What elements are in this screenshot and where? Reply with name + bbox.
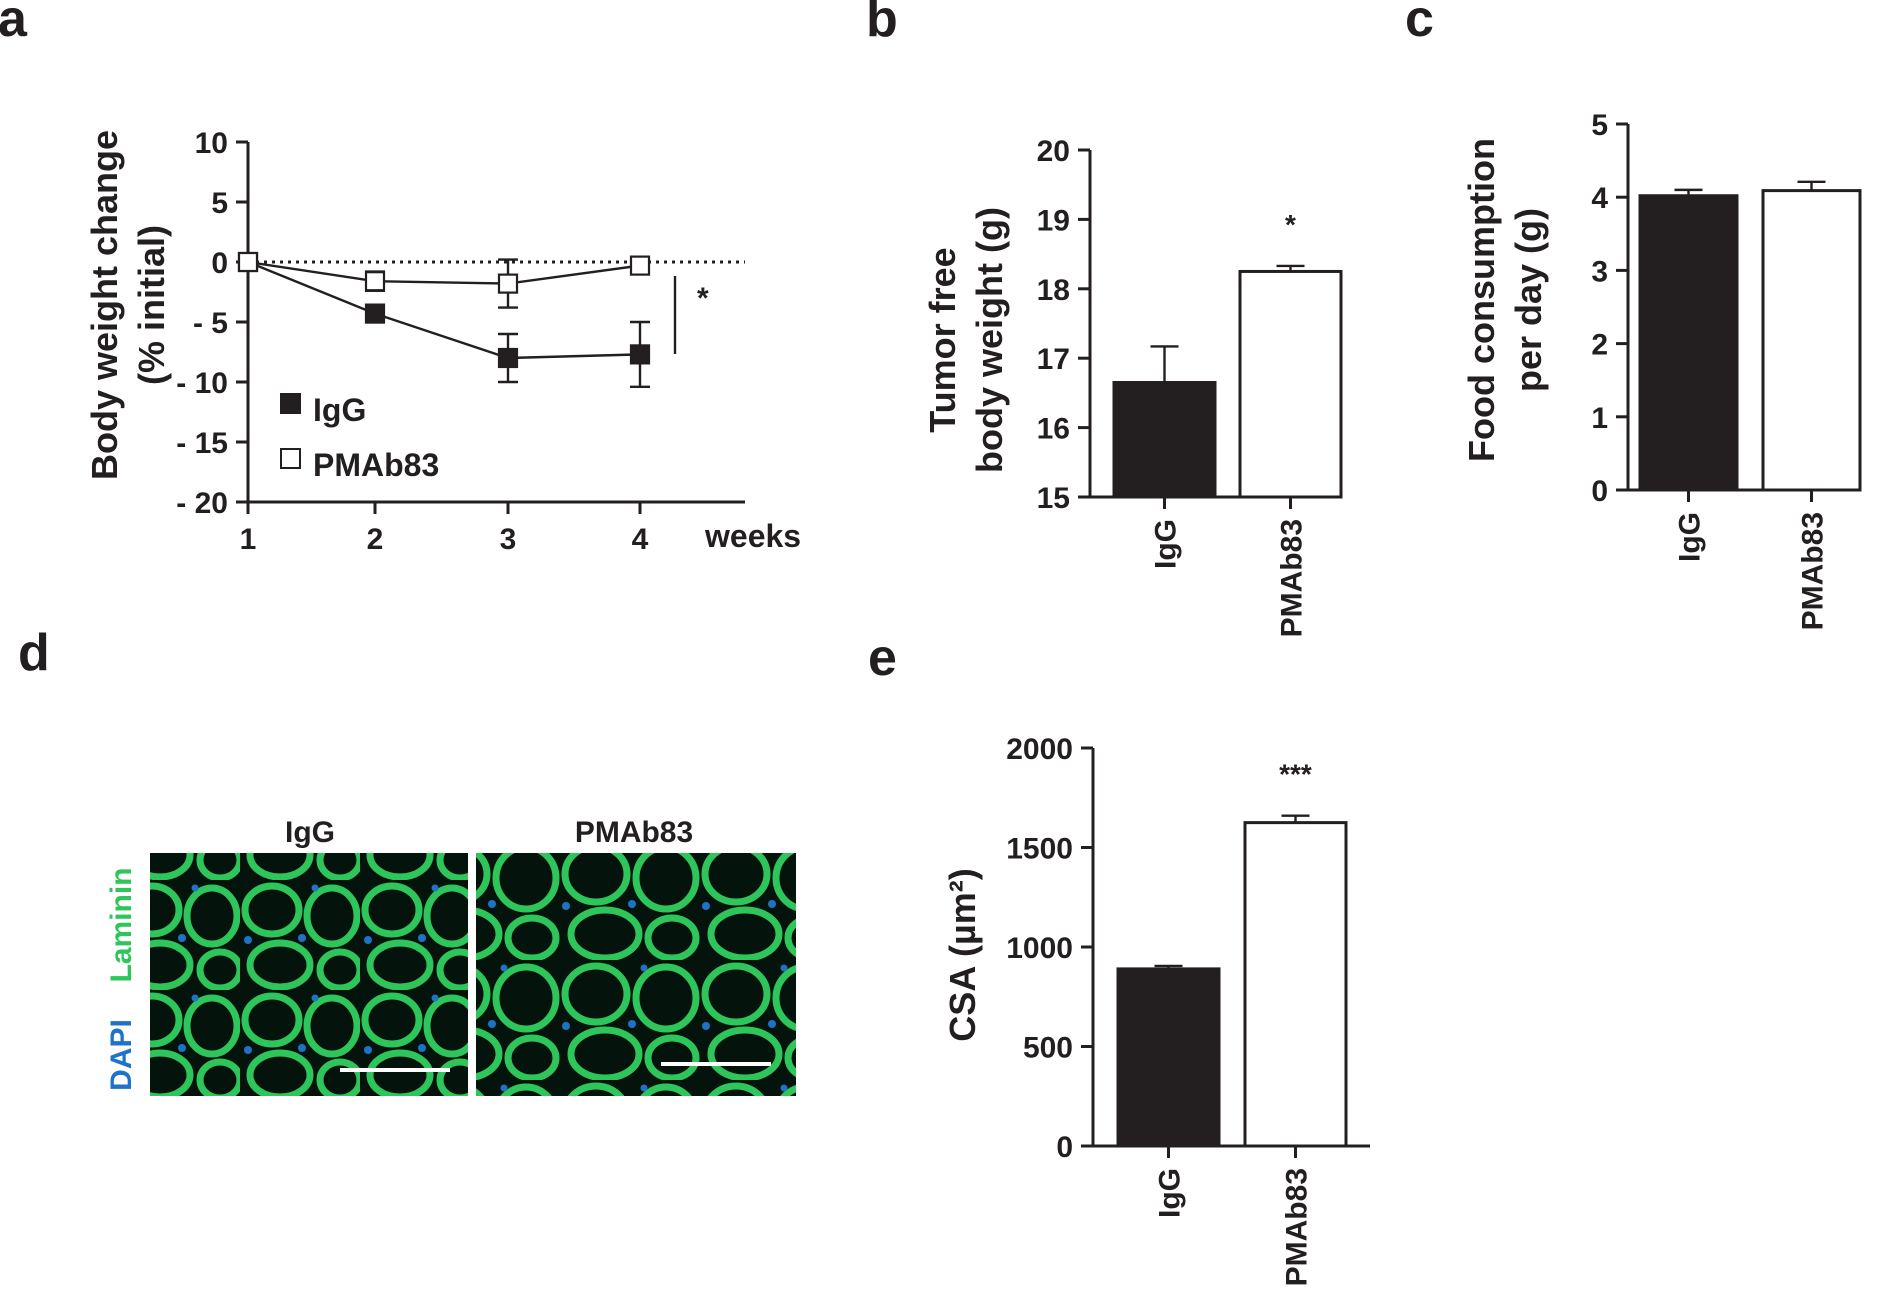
ytick-label: 19	[1037, 204, 1070, 237]
xtick-label-igg: IgG	[1150, 519, 1183, 569]
xtick-label-pmab83: PMAb83	[1281, 1168, 1314, 1286]
chart-a-ytick-label: 10	[195, 127, 228, 160]
bar-igg	[1112, 380, 1217, 499]
ytick-label: 16	[1037, 413, 1070, 446]
chart-a-ytick-label: - 5	[193, 307, 228, 340]
chart-a-xtick-label: 4	[632, 523, 649, 556]
chart-a-point-igg	[364, 303, 386, 324]
chart-c-food-consumption: Food consumption per day (g) 5 4 3 2 1 0 IgG PM…	[1461, 109, 1862, 630]
micrograph-label-pmab83: PMAb83	[575, 816, 693, 849]
ytick-label: 17	[1037, 343, 1070, 376]
stain-label-laminin: Laminin	[105, 867, 138, 982]
chart-a-point-pmab83	[237, 251, 259, 273]
xtick-label-pmab83: PMAb83	[1276, 519, 1309, 637]
ytick-label: 500	[1023, 1032, 1073, 1065]
chart-a-series-line-pmab83	[247, 260, 641, 285]
bar-igg	[1638, 194, 1739, 492]
ytick-label: 2000	[1006, 733, 1073, 766]
xtick-label-pmab83: PMAb83	[1797, 512, 1830, 630]
panel-letter-a: a	[0, 0, 28, 48]
chart-e-ylabel: CSA (µm²)	[942, 868, 983, 1041]
ytick-label: 5	[1591, 109, 1608, 142]
ytick-label: 18	[1037, 274, 1070, 307]
micrograph-igg	[150, 853, 468, 1096]
ytick-label: 3	[1591, 255, 1608, 288]
significance-label: *	[1285, 209, 1296, 240]
panel-letter-e: e	[868, 629, 897, 687]
bar-igg	[1116, 967, 1221, 1148]
chart-a-xtick-label: 3	[500, 523, 517, 556]
chart-a-point-pmab83	[364, 271, 386, 292]
chart-a-body-weight-change: Body weight change (% initial) weeks 105…	[84, 127, 801, 556]
ytick-label: 0	[1591, 475, 1608, 508]
chart-a-legend: IgG PMAb83	[280, 392, 439, 483]
chart-b-ylabel-line2: body weight (g)	[969, 207, 1010, 473]
xtick-label-igg: IgG	[1154, 1168, 1187, 1218]
chart-a-point-igg	[497, 347, 519, 369]
legend-label-igg: IgG	[313, 392, 366, 428]
chart-a-ytick-label: 5	[211, 187, 228, 220]
chart-a-significance-label: *	[697, 282, 709, 315]
panel-letter-b: b	[866, 0, 898, 48]
chart-a-xtick-label: 2	[367, 523, 384, 556]
micrograph-pmab83	[476, 853, 796, 1096]
xtick-label-igg: IgG	[1674, 512, 1707, 562]
stain-label-dapi: DAPI	[105, 1019, 138, 1091]
significance-label: ***	[1279, 759, 1312, 790]
chart-a-point-pmab83	[497, 273, 519, 294]
chart-c-ylabel-line2: per day (g)	[1508, 208, 1549, 392]
ytick-label: 0	[1056, 1131, 1073, 1164]
chart-e-csa: CSA (µm²) 2000 1500 1000 500 0 IgG PMAb83 ***	[942, 733, 1370, 1286]
legend-marker-pmab83	[280, 448, 301, 469]
micrograph-label-igg: IgG	[285, 816, 335, 849]
bar-pmab83	[1238, 269, 1343, 499]
bar-pmab83	[1761, 189, 1862, 492]
chart-a-ylabel-line1: Body weight change	[84, 130, 125, 480]
chart-a-ytick-label: 0	[211, 247, 228, 280]
ytick-label: 1	[1591, 402, 1608, 435]
ytick-label: 4	[1591, 182, 1608, 215]
chart-c-ylabel-line1: Food consumption	[1461, 138, 1502, 462]
ytick-label: 20	[1037, 135, 1070, 168]
legend-label-pmab83: PMAb83	[313, 447, 439, 483]
chart-a-xlabel: weeks	[704, 518, 801, 554]
chart-a-xtick-label: 1	[240, 523, 257, 556]
chart-a-ytick-label: - 20	[176, 487, 228, 520]
chart-b-ylabel-line1: Tumor free	[922, 247, 963, 432]
ytick-label: 15	[1037, 482, 1070, 515]
ytick-label: 2	[1591, 329, 1608, 362]
panel-d-micrographs: IgG PMAb83 DAPI Laminin	[105, 816, 796, 1096]
ytick-label: 1500	[1006, 833, 1073, 866]
chart-a-ytick-label: - 15	[176, 427, 228, 460]
chart-a-point-pmab83	[629, 255, 651, 276]
panel-letter-d: d	[18, 624, 50, 682]
chart-a-ylabel-line2: (% initial)	[131, 225, 172, 385]
bar-pmab83	[1243, 821, 1348, 1148]
ytick-label: 1000	[1006, 932, 1073, 965]
panel-letter-c: c	[1405, 0, 1434, 48]
chart-b-tumor-free-body-weight: Tumor free body weight (g) 20 19 18 17 16 15 I…	[922, 135, 1343, 637]
legend-marker-igg	[280, 393, 301, 414]
chart-a-series-line-igg	[247, 260, 641, 360]
micrograph-divider	[468, 853, 476, 1096]
chart-a-point-igg	[629, 344, 651, 365]
chart-a-ytick-label: - 10	[176, 367, 228, 400]
